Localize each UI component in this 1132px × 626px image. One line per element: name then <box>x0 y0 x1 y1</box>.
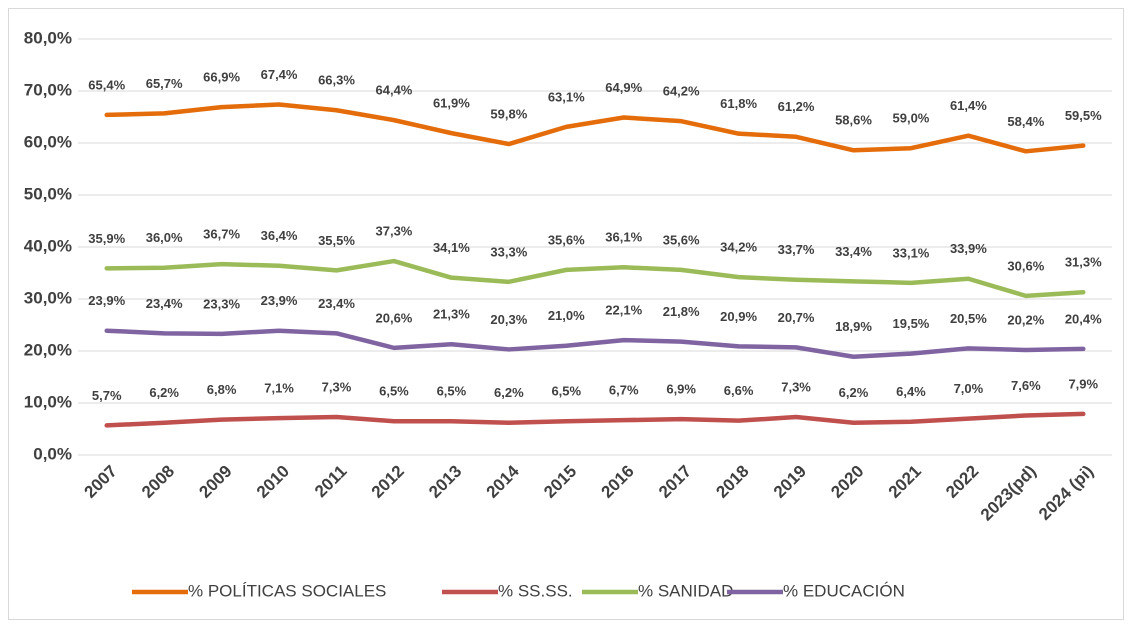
data-label: 65,7% <box>146 76 183 91</box>
data-label: 64,2% <box>663 84 700 99</box>
data-label: 35,9% <box>88 231 125 246</box>
data-label: 7,9% <box>1068 376 1098 391</box>
y-tick-label: 20,0% <box>24 340 72 359</box>
y-tick-label: 0,0% <box>33 444 72 463</box>
data-label: 6,5% <box>379 384 409 399</box>
series-line <box>104 102 1086 154</box>
data-label: 59,5% <box>1065 108 1102 123</box>
data-label: 21,0% <box>548 308 585 323</box>
data-label: 31,3% <box>1065 255 1102 270</box>
data-label: 6,2% <box>149 385 179 400</box>
y-tick-label: 50,0% <box>24 184 72 203</box>
legend-label: % SANIDAD <box>638 581 733 600</box>
data-label: 33,7% <box>778 242 815 257</box>
data-label: 33,1% <box>893 245 930 260</box>
data-label: 23,9% <box>261 293 298 308</box>
data-label: 20,6% <box>376 310 413 325</box>
data-label: 67,4% <box>261 67 298 82</box>
data-label: 6,5% <box>437 384 467 399</box>
legend-label: % POLÍTICAS SOCIALES <box>188 581 386 600</box>
data-label: 20,3% <box>490 312 527 327</box>
data-label: 5,7% <box>92 388 122 403</box>
data-label: 35,6% <box>548 232 585 247</box>
data-label: 65,4% <box>88 77 125 92</box>
data-label: 6,5% <box>551 384 581 399</box>
data-label: 36,0% <box>146 230 183 245</box>
data-label: 6,4% <box>896 384 926 399</box>
data-label: 36,1% <box>605 230 642 245</box>
data-label: 7,3% <box>781 379 811 394</box>
data-label: 23,3% <box>203 296 240 311</box>
data-label: 20,5% <box>950 311 987 326</box>
data-label: 6,2% <box>839 385 869 400</box>
data-label: 61,4% <box>950 98 987 113</box>
series-line <box>104 258 1086 299</box>
data-label: 6,6% <box>724 383 754 398</box>
y-tick-label: 40,0% <box>24 236 72 255</box>
data-label: 58,4% <box>1007 114 1044 129</box>
data-label: 66,9% <box>203 70 240 85</box>
data-label: 6,8% <box>207 382 237 397</box>
data-label: 23,9% <box>88 293 125 308</box>
data-label: 33,9% <box>950 241 987 256</box>
data-label: 64,9% <box>605 80 642 95</box>
data-label: 61,2% <box>778 99 815 114</box>
data-label: 19,5% <box>893 316 930 331</box>
y-tick-label: 70,0% <box>24 80 72 99</box>
series-line <box>104 411 1086 428</box>
data-label: 59,8% <box>490 106 527 121</box>
data-label: 21,3% <box>433 307 470 322</box>
data-label: 21,8% <box>663 304 700 319</box>
y-tick-label: 30,0% <box>24 288 72 307</box>
data-label: 34,2% <box>720 240 757 255</box>
data-label: 36,4% <box>261 228 298 243</box>
series-line <box>104 328 1086 359</box>
legend-label: % EDUCACIÓN <box>783 581 905 600</box>
data-label: 6,9% <box>666 382 696 397</box>
data-label: 18,9% <box>835 319 872 334</box>
data-label: 64,4% <box>376 83 413 98</box>
data-label: 20,9% <box>720 309 757 324</box>
data-label: 22,1% <box>605 303 642 318</box>
data-label: 37,3% <box>376 223 413 238</box>
data-label: 23,4% <box>146 296 183 311</box>
data-label: 7,3% <box>322 379 352 394</box>
data-label: 7,6% <box>1011 378 1041 393</box>
data-label: 6,7% <box>609 383 639 398</box>
data-label: 30,6% <box>1007 258 1044 273</box>
data-label: 35,5% <box>318 233 355 248</box>
data-label: 23,4% <box>318 296 355 311</box>
data-label: 33,4% <box>835 244 872 259</box>
data-label: 34,1% <box>433 240 470 255</box>
data-label: 6,2% <box>494 385 524 400</box>
data-label: 7,0% <box>954 381 984 396</box>
data-label: 61,8% <box>720 96 757 111</box>
data-label: 20,7% <box>778 310 815 325</box>
data-label: 63,1% <box>548 89 585 104</box>
data-label: 7,1% <box>264 381 294 396</box>
data-label: 59,0% <box>893 111 930 126</box>
data-label: 61,9% <box>433 96 470 111</box>
data-label: 58,6% <box>835 113 872 128</box>
data-label: 66,3% <box>318 73 355 88</box>
legend-label: % SS.SS. <box>498 581 573 600</box>
data-label: 20,4% <box>1065 311 1102 326</box>
data-label: 20,2% <box>1007 312 1044 327</box>
data-label: 35,6% <box>663 232 700 247</box>
y-tick-label: 60,0% <box>24 132 72 151</box>
y-tick-label: 10,0% <box>24 392 72 411</box>
data-label: 33,3% <box>490 244 527 259</box>
data-label: 36,7% <box>203 227 240 242</box>
y-tick-label: 80,0% <box>24 28 72 47</box>
